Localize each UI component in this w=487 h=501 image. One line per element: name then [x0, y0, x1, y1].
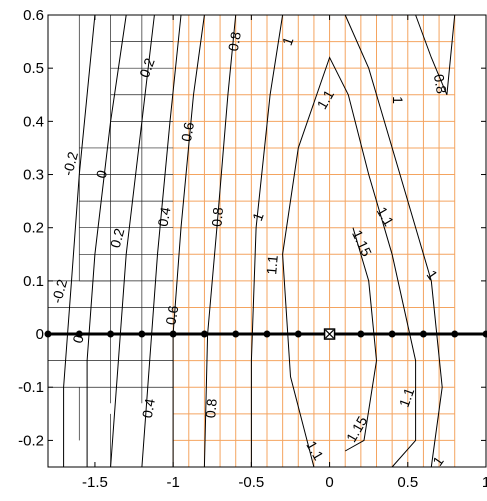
- x-tick-label: -0.5: [238, 474, 264, 491]
- contour-line: [344, 14, 443, 468]
- contour-lines: [63, 14, 456, 468]
- contour-label: 1.1: [396, 385, 418, 409]
- plot-frame: [47, 14, 487, 468]
- y-tick-label: 0.1: [23, 273, 44, 290]
- contour-line: [344, 227, 378, 452]
- contour-line: [250, 14, 284, 467]
- contour-label: 0.2: [107, 226, 128, 249]
- contour-line: [282, 56, 417, 468]
- contour-label: -0.2: [48, 277, 70, 305]
- contour-line: [141, 14, 182, 468]
- node-point: [263, 330, 271, 338]
- contour-label: 0.6: [162, 304, 181, 326]
- x-axis-ticks: -1.5 -1 -0.5 0 0.5 1: [82, 15, 487, 491]
- contour-line: [172, 14, 205, 467]
- y-tick-label: 0: [36, 326, 44, 343]
- contour-line: [415, 14, 456, 95]
- node-point: [169, 330, 177, 338]
- x-tick-label: -1.5: [82, 474, 108, 491]
- contour-label: 0.6: [178, 121, 197, 143]
- x-tick-label: 1: [482, 474, 487, 491]
- origin-marker-cross: [325, 329, 334, 339]
- x-tick-label: -1: [166, 474, 179, 491]
- contour-label: 0.8: [202, 398, 220, 419]
- contour-line: [110, 14, 155, 468]
- node-point: [451, 330, 459, 338]
- contour-label: 1: [390, 96, 406, 104]
- contour-label: 0.8: [225, 30, 244, 52]
- node-point: [107, 330, 115, 338]
- contour-line: [203, 14, 237, 468]
- contour-line: [86, 14, 127, 467]
- node-point: [388, 330, 396, 338]
- contour-label: 0: [93, 168, 111, 180]
- node-point: [357, 330, 365, 338]
- node-point: [200, 330, 208, 338]
- y-tick-label: 0.4: [23, 113, 44, 130]
- x-tick-label: 0.5: [397, 474, 418, 491]
- node-point: [138, 330, 146, 338]
- y-tick-label: -0.2: [18, 432, 44, 449]
- y-tick-label: 0.5: [23, 60, 44, 77]
- y-tick-label: -0.1: [18, 379, 44, 396]
- contour-label: 0.2: [136, 56, 158, 80]
- node-point: [294, 330, 302, 338]
- contour-label: 0: [69, 333, 87, 345]
- node-point: [419, 330, 427, 338]
- contour-label: 0.8: [431, 73, 450, 95]
- y-tick-label: 0.3: [23, 167, 44, 184]
- contour-label: 0.4: [154, 206, 173, 228]
- contour-label: -0.2: [59, 150, 81, 178]
- contour-label: 0.4: [139, 397, 158, 419]
- x-tick-label: 0: [325, 474, 333, 491]
- node-point: [232, 330, 240, 338]
- contour-line: [63, 14, 96, 467]
- y-axis-ticks: -0.2 -0.1 0 0.1 0.2 0.3 0.4 0.5 0.6: [18, 7, 486, 449]
- contour-label: 0.8: [208, 206, 226, 227]
- y-tick-label: 0.2: [23, 220, 44, 237]
- contour-label: 1.1: [263, 254, 281, 275]
- node-point: [75, 330, 83, 338]
- y-tick-label: 0.6: [23, 7, 44, 24]
